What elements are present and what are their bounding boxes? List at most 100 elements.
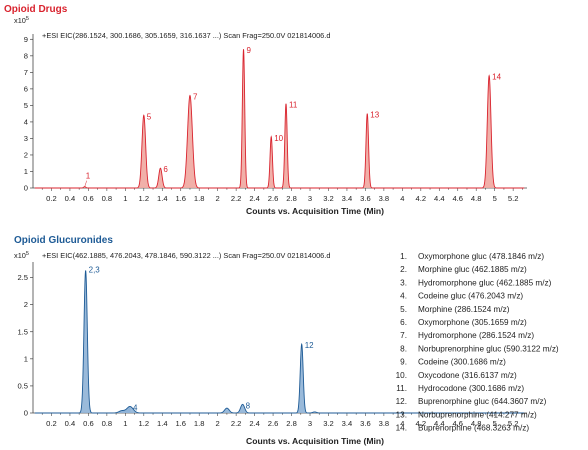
top-x-tick-label: 5	[493, 194, 497, 203]
top-x-tick-label: 1.6	[175, 194, 186, 203]
top-y-multiplier-base: x10	[14, 16, 26, 25]
top-peak-label: 14	[492, 73, 501, 82]
top-y-tick-label: 5	[24, 101, 28, 110]
bottom-x-tick-label: 4.4	[434, 419, 445, 428]
top-chromatogram-plot: 0 1 2 3 4 5 6 7 8 9 0.2 0.4 0.6 0.8 1 1.2 1.4 1.6 1.8 2 2.2 2…	[24, 34, 527, 203]
bottom-x-tick-label: 4.6	[452, 419, 463, 428]
top-x-tick-label: 1.8	[194, 194, 205, 203]
legend-item: Codeine gluc (476.2043 m/z)	[418, 292, 523, 301]
top-x-tick-label: 1	[123, 194, 127, 203]
legend-number: 6.	[400, 318, 407, 327]
legend-number: 1.	[400, 252, 407, 261]
bottom-x-tick-label: 0.6	[83, 419, 94, 428]
top-peak-label: 11	[289, 101, 298, 110]
bottom-y-tick-label: 2.5	[17, 273, 28, 282]
legend-number: 8.	[400, 344, 407, 353]
top-y-tick-label: 2	[24, 151, 28, 160]
top-x-tick-label: 3.6	[360, 194, 371, 203]
bottom-x-tick-label: 1.2	[139, 419, 150, 428]
top-x-tick-label: 0.4	[65, 194, 76, 203]
top-x-axis-title: Counts vs. Acquisition Time (Min)	[246, 206, 384, 216]
bottom-peak-label: 8	[246, 401, 251, 410]
top-peak-label: 13	[370, 111, 379, 120]
top-y-tick-label: 1	[24, 167, 28, 176]
top-x-tick-label: 2.4	[249, 194, 260, 203]
top-x-tick-label: 1.4	[157, 194, 168, 203]
bottom-peak-label: 4	[133, 403, 138, 412]
legend-item: Buprenorphine gluc (644.3607 m/z)	[418, 397, 547, 406]
top-x-tick-label: 0.8	[102, 194, 113, 203]
top-peak-area-5	[137, 115, 150, 188]
bottom-x-tick-label: 0.8	[102, 419, 113, 428]
bottom-peak-label: 12	[305, 341, 314, 350]
legend-number: 7.	[400, 331, 407, 340]
legend-item: Morphine gluc (462.1885 m/z)	[418, 265, 527, 274]
top-x-tick-label: 1.2	[139, 194, 150, 203]
top-y-multiplier-exp: 5	[26, 16, 29, 22]
bottom-x-tick-label: 3	[308, 419, 312, 428]
top-panel-title: Opioid Drugs	[4, 4, 68, 15]
bottom-panel-title: Opioid Glucuronides	[14, 235, 113, 246]
bottom-y-tick-label: 0	[24, 409, 28, 418]
bottom-panel-subtitle: +ESI EIC(462.1885, 476.2043, 478.1846, 5…	[42, 251, 330, 260]
top-panel-subtitle: +ESI EIC(286.1524, 300.1686, 305.1659, 3…	[42, 31, 330, 40]
legend-number: 11.	[396, 384, 407, 393]
bottom-x-axis-title: Counts vs. Acquisition Time (Min)	[246, 436, 384, 446]
legend-item: Norbuprenorphine gluc (590.3122 m/z)	[418, 344, 559, 353]
top-x-tick-label: 3.4	[342, 194, 353, 203]
bottom-x-tick-label: 3.2	[323, 419, 334, 428]
top-x-tick-label: 3.8	[379, 194, 390, 203]
legend-item: Morphine (286.1524 m/z)	[418, 305, 510, 314]
top-peak-label: 1	[86, 172, 91, 181]
legend-number: 10.	[396, 371, 407, 380]
legend-number: 5.	[400, 305, 407, 314]
legend-number: 4.	[400, 292, 407, 301]
top-x-tick-label: 5.2	[508, 194, 519, 203]
bottom-x-tick-label: 3.6	[360, 419, 371, 428]
bottom-x-tick-label: 2.6	[268, 419, 279, 428]
legend-item: Buprenorphine (468.3263 m/z)	[418, 424, 529, 433]
top-x-tick-label: 2.8	[286, 194, 297, 203]
top-x-tick-label: 2.2	[231, 194, 242, 203]
bottom-x-tick-label: 0.2	[46, 419, 57, 428]
bottom-y-tick-label: 0.5	[17, 382, 28, 391]
bottom-y-tick-label: 2	[24, 300, 28, 309]
bottom-peak-area-2-3	[80, 270, 91, 413]
bottom-y-multiplier-base: x10	[14, 251, 26, 260]
top-x-tick-label: 0.6	[83, 194, 94, 203]
bottom-x-tick-label: 2.4	[249, 419, 260, 428]
top-peak-label: 10	[274, 134, 283, 143]
bottom-x-tick-label: 1.6	[175, 419, 186, 428]
legend-number: 3.	[400, 278, 407, 287]
top-peak-label: 6	[163, 165, 168, 174]
top-peak-label: 7	[193, 92, 198, 101]
bottom-x-tick-label: 3.4	[342, 419, 353, 428]
legend-item: Norbuprenorphine (414.277 m/z)	[418, 410, 537, 419]
bottom-x-tick-label: 0.4	[65, 419, 76, 428]
legend-number: 13.	[396, 410, 407, 419]
top-y-multiplier: x105	[14, 16, 29, 25]
bottom-x-tick-label: 2	[216, 419, 220, 428]
top-y-tick-label: 8	[24, 51, 28, 60]
top-y-tick-label: 0	[24, 184, 28, 193]
bottom-x-tick-label: 1.4	[157, 419, 168, 428]
bottom-x-tick-label: 4.2	[416, 419, 427, 428]
bottom-y-multiplier-exp: 5	[26, 251, 29, 257]
top-x-tick-label: 4.6	[452, 194, 463, 203]
top-peak-leader-1	[84, 180, 87, 187]
bottom-x-tick-label: 4	[400, 419, 404, 428]
top-x-tick-label: 4.8	[471, 194, 482, 203]
legend-item: Oxycodone (316.6137 m/z)	[418, 371, 517, 380]
top-x-tick-label: 4	[400, 194, 404, 203]
top-peak-area-14	[483, 75, 496, 188]
bottom-x-tick-label: 5	[493, 419, 497, 428]
bottom-chromatogram-plot: 00.511.522.50.2 0.4 0.6 0.8 1 1.2 1.4 1.6 1.8 2 2.…	[17, 262, 527, 428]
top-y-tick-label: 7	[24, 68, 28, 77]
top-peak-label: 9	[247, 46, 252, 55]
bottom-peak-label: 2,3	[89, 266, 101, 275]
bottom-signal-trace	[34, 270, 525, 414]
top-x-tick-label: 2	[216, 194, 220, 203]
legend-item: Oxymorphone gluc (478.1846 m/z)	[418, 252, 544, 261]
bottom-x-tick-label: 3.8	[379, 419, 390, 428]
